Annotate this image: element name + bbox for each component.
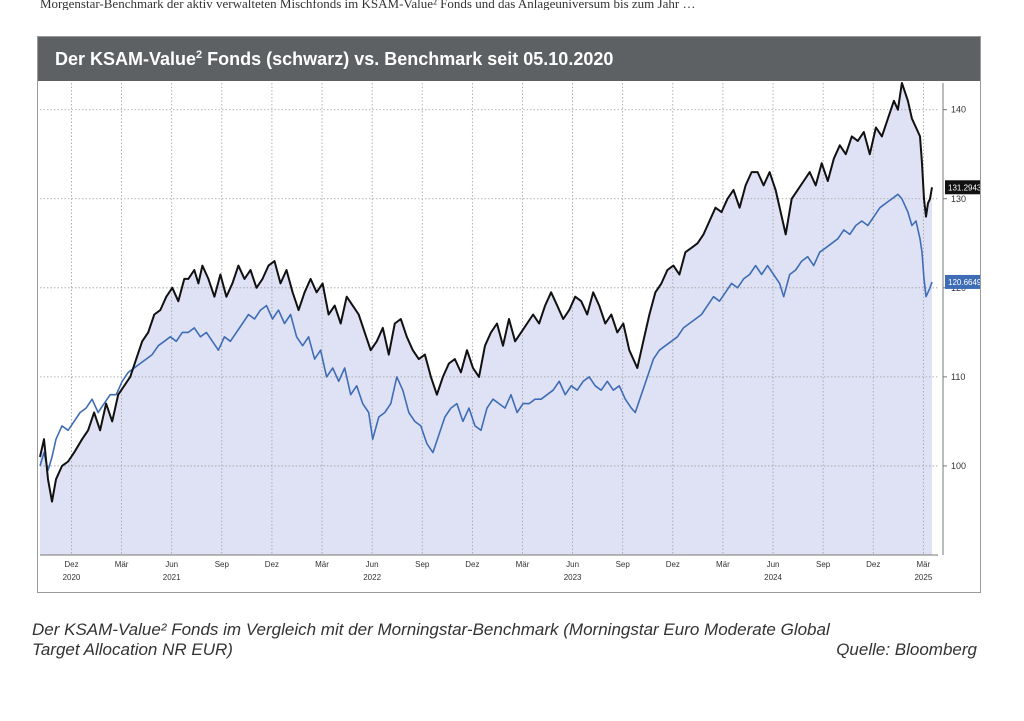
- benchmark-last-value-label: 120.6649: [948, 278, 980, 287]
- x-year-label-2020: 2020: [63, 573, 81, 582]
- fund-last-value-label-bg: [945, 180, 980, 195]
- x-tick-label-11: Sep: [616, 560, 631, 569]
- caption-line-2: Target Allocation NR EUR) Quelle: Bloomb…: [32, 640, 977, 660]
- caption-line-2-left: Target Allocation NR EUR): [32, 640, 233, 659]
- x-tick-label-7: Sep: [415, 560, 430, 569]
- x-tick-label-14: Jun: [767, 560, 780, 569]
- x-tick-label-8: Dez: [465, 560, 479, 569]
- x-tick-label-1: Mär: [115, 560, 129, 569]
- x-tick-label-17: Mär: [916, 560, 930, 569]
- top-caption-cutoff: Morgenstar-Benchmark der aktiv verwaltet…: [40, 0, 696, 10]
- x-tick-label-0: Dez: [64, 560, 78, 569]
- x-tick-label-13: Mär: [716, 560, 730, 569]
- chart-title-bar: Der KSAM-Value2 Fonds (schwarz) vs. Benc…: [38, 37, 980, 81]
- x-year-label-2024: 2024: [764, 573, 782, 582]
- chart-title-rest: Fonds (schwarz) vs. Benchmark seit 05.10…: [202, 49, 614, 69]
- x-tick-label-3: Sep: [215, 560, 230, 569]
- fund-line: [39, 82, 933, 503]
- chart-title: Der KSAM-Value2 Fonds (schwarz) vs. Benc…: [55, 49, 613, 70]
- x-tick-label-10: Jun: [566, 560, 579, 569]
- y-tick-label-130: 130: [951, 194, 966, 204]
- x-tick-label-5: Mär: [315, 560, 329, 569]
- y-tick-label-110: 110: [951, 372, 965, 382]
- benchmark-line: [39, 193, 933, 472]
- x-tick-label-15: Sep: [816, 560, 831, 569]
- x-tick-label-9: Mär: [516, 560, 530, 569]
- chart-frame: Der KSAM-Value2 Fonds (schwarz) vs. Benc…: [37, 36, 981, 593]
- y-tick-label-140: 140: [951, 105, 966, 115]
- x-tick-label-16: Dez: [866, 560, 880, 569]
- benchmark-last-value-label-bg: [945, 274, 980, 289]
- caption-line-1: Der KSAM-Value² Fonds im Vergleich mit d…: [32, 620, 830, 639]
- x-tick-label-6: Jun: [366, 560, 379, 569]
- fund-area-fill: [40, 83, 932, 555]
- figure-caption: Der KSAM-Value² Fonds im Vergleich mit d…: [32, 620, 977, 660]
- x-tick-label-2: Jun: [165, 560, 178, 569]
- chart-title-text: Der KSAM-Value: [55, 49, 197, 69]
- x-year-label-2025: 2025: [914, 573, 932, 582]
- fund-last-value-label: 131.2943: [948, 183, 980, 192]
- x-year-label-2021: 2021: [163, 573, 181, 582]
- x-year-label-2023: 2023: [564, 573, 582, 582]
- x-year-label-2022: 2022: [363, 573, 381, 582]
- x-tick-label-4: Dez: [265, 560, 279, 569]
- x-tick-label-12: Dez: [666, 560, 680, 569]
- caption-source: Quelle: Bloomberg: [836, 640, 977, 659]
- y-tick-label-100: 100: [951, 461, 966, 471]
- chart-title-superscript: 2: [196, 49, 203, 61]
- line-chart: 100110120130140Dez2020MärJun2021SepDezMä…: [39, 82, 980, 582]
